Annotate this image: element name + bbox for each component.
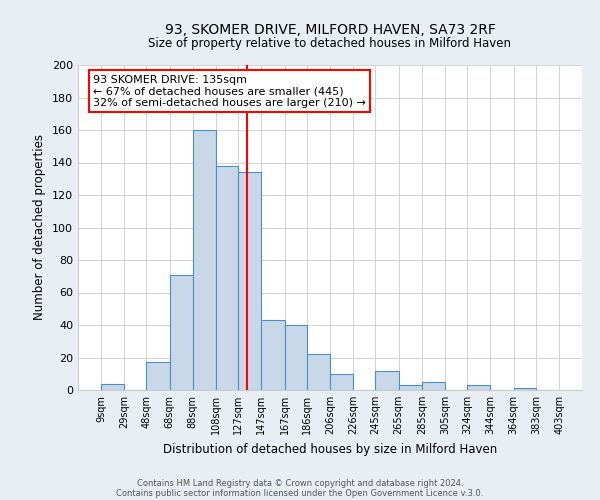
Text: Contains HM Land Registry data © Crown copyright and database right 2024.: Contains HM Land Registry data © Crown c… [137, 478, 463, 488]
Text: Contains public sector information licensed under the Open Government Licence v.: Contains public sector information licen… [116, 488, 484, 498]
Bar [170, 274, 193, 390]
Bar [238, 172, 262, 390]
Bar [422, 382, 445, 390]
Bar [307, 354, 330, 390]
Text: Size of property relative to detached houses in Milford Haven: Size of property relative to detached ho… [149, 38, 511, 51]
Bar [376, 370, 398, 390]
Bar [514, 388, 536, 390]
Bar [146, 362, 170, 390]
Text: 93 SKOMER DRIVE: 135sqm
← 67% of detached houses are smaller (445)
32% of semi-d: 93 SKOMER DRIVE: 135sqm ← 67% of detache… [93, 74, 366, 108]
Bar [330, 374, 353, 390]
Bar [193, 130, 216, 390]
X-axis label: Distribution of detached houses by size in Milford Haven: Distribution of detached houses by size … [163, 442, 497, 456]
Text: 93, SKOMER DRIVE, MILFORD HAVEN, SA73 2RF: 93, SKOMER DRIVE, MILFORD HAVEN, SA73 2R… [164, 22, 496, 36]
Bar [467, 385, 490, 390]
Bar [284, 325, 307, 390]
Y-axis label: Number of detached properties: Number of detached properties [34, 134, 46, 320]
Bar [262, 320, 284, 390]
Bar [398, 385, 422, 390]
Bar [216, 166, 238, 390]
Bar [101, 384, 124, 390]
